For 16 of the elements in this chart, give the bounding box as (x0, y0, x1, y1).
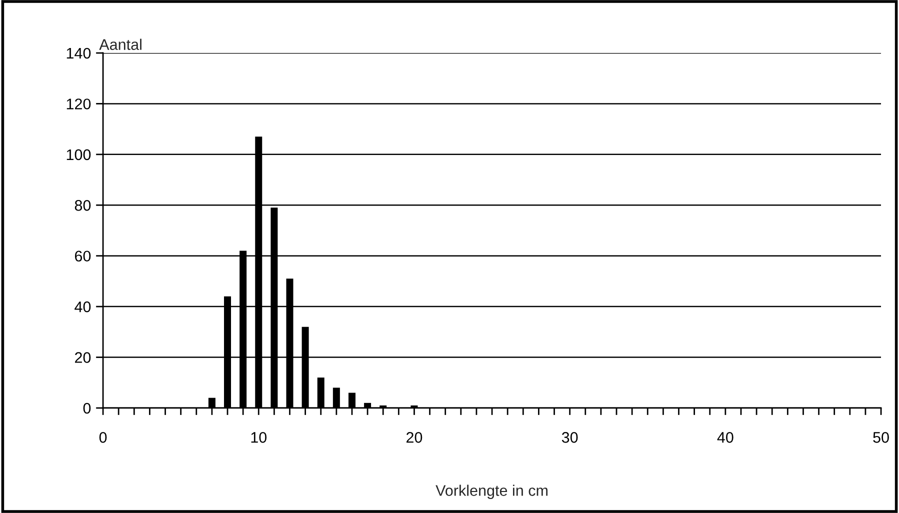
x-tick-label: 10 (251, 432, 267, 443)
x-axis-title: Vorklengte in cm (436, 484, 548, 499)
y-tick-label: 100 (66, 149, 91, 160)
y-tick-label: 80 (74, 200, 91, 211)
x-tick-label: 50 (873, 432, 889, 443)
y-tick-label: 60 (75, 250, 91, 262)
y-tick-label: 40 (74, 301, 91, 312)
y-tick-label: 140 (66, 48, 91, 59)
x-tick-label: 0 (99, 432, 107, 443)
y-tick-label: 0 (83, 402, 91, 414)
y-axis-title: Aantal (99, 38, 142, 50)
x-tick-label: 20 (406, 432, 422, 443)
y-tick-label: 20 (74, 352, 91, 363)
y-tick-label: 120 (66, 98, 91, 110)
x-tick-label: 30 (562, 432, 578, 443)
x-tick-label: 40 (717, 432, 734, 443)
